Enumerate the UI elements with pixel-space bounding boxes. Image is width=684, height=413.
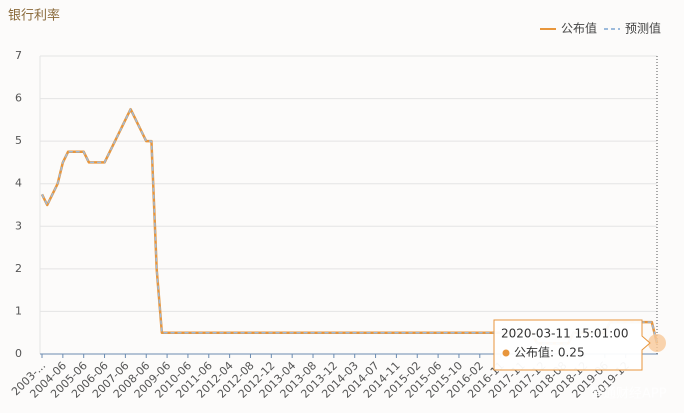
watermark: 智通财经APP [590,387,667,402]
tooltip-dot [502,349,510,357]
highlight [648,334,666,352]
y-tick-label: 4 [15,177,22,190]
tooltip-box [493,319,651,371]
legend-label: 预测值 [625,21,661,36]
tooltip-label: 公布值: 0.25 [514,345,585,360]
legend-label: 公布值 [561,21,597,36]
y-tick-label: 6 [15,92,22,105]
y-tick-label: 0 [15,347,22,360]
y-tick-label: 7 [15,49,22,62]
tooltip-title: 2020-03-11 15:01:00 [501,327,628,341]
y-tick-label: 2 [15,262,22,275]
y-tick-label: 5 [15,134,22,147]
legend: 公布值 预测值 [540,21,661,36]
y-tick-label: 1 [15,304,22,317]
tooltip: 2020-03-11 15:01:00 公布值: 0.25 [493,319,666,371]
line [41,108,658,345]
y-tick-label: 3 [15,219,22,232]
chart-title: 银行利率 [8,8,60,24]
